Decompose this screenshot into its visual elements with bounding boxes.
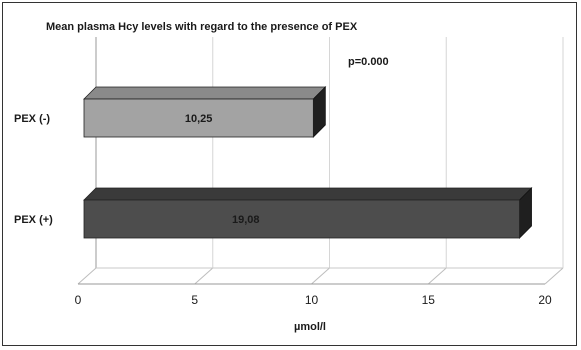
chart-labels: 0 5 10 15 20 10,25 PEX (-) 19,08 PEX (+)	[14, 113, 552, 307]
chart-grid	[77, 37, 564, 285]
chart-title: Mean plasma Hcy levels with regard to th…	[46, 21, 358, 33]
x-tick-label: 15	[422, 293, 436, 307]
y-category-label: PEX (+)	[14, 214, 53, 226]
bar-value-label: 19,08	[232, 214, 260, 226]
bar-top-face	[83, 187, 533, 201]
bar-2	[83, 187, 533, 239]
floor-gridline	[544, 267, 564, 285]
bar-1	[83, 86, 327, 138]
bar-front-face	[83, 199, 520, 239]
x-tick-label: 0	[75, 293, 82, 307]
floor-gridline	[427, 267, 447, 285]
bar-front-face	[83, 98, 314, 138]
floor-gridline	[194, 267, 214, 285]
p-value-annotation: p=0.000	[348, 56, 389, 68]
bar-top-face	[83, 86, 327, 100]
x-axis-title: µmol/l	[294, 321, 326, 333]
floor-gridline	[311, 267, 330, 285]
bar-value-label: 10,25	[185, 113, 213, 125]
x-tick-label: 20	[538, 293, 552, 307]
x-tick-label: 10	[305, 293, 319, 307]
chart-bars	[83, 86, 533, 239]
chart-frame	[2, 2, 577, 346]
x-tick-label: 5	[191, 293, 198, 307]
y-category-label: PEX (-)	[14, 113, 50, 125]
floor-gridline	[77, 267, 97, 285]
